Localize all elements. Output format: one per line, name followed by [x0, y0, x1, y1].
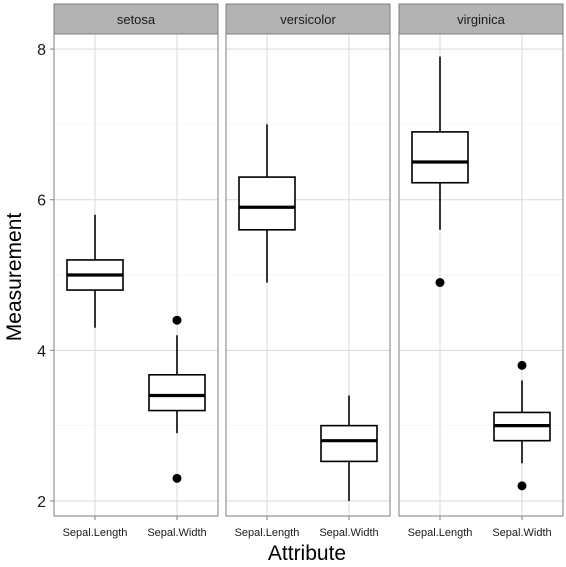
- box-virginica-sepal-width: [493, 360, 551, 491]
- facet-strip: [53, 3, 219, 35]
- x-tick-label: Sepal.Length: [63, 527, 128, 539]
- box-versicolor-sepal-width: [320, 395, 378, 501]
- y-tick-label: 8: [37, 42, 46, 59]
- y-tick-label: 2: [37, 494, 46, 511]
- outlier-point: [435, 278, 445, 288]
- box-iqr: [238, 176, 296, 231]
- x-tick-label: Sepal.Width: [147, 527, 206, 539]
- box-iqr: [411, 131, 469, 184]
- facet-virginica: virginica Sepal.Length Sepal.Width: [398, 3, 564, 539]
- box-virginica-sepal-length: [411, 56, 469, 288]
- y-tick-label: 6: [37, 193, 46, 210]
- box-setosa-sepal-length: [66, 214, 124, 328]
- x-tick-label: Sepal.Length: [408, 527, 473, 539]
- y-axis-title: Measurement: [3, 213, 26, 342]
- facet-versicolor: versicolor Sepal.Length Sepal.Width: [225, 3, 391, 539]
- facet-strip-label: versicolor: [280, 12, 336, 27]
- facet-strip-label: virginica: [457, 12, 505, 27]
- facet-panels: setosa Sepal.Length Sepal.Width versicolor S…: [53, 3, 564, 539]
- outlier-point: [517, 481, 527, 491]
- outlier-point: [172, 473, 182, 483]
- panel-border: [398, 33, 564, 517]
- panel-border: [225, 33, 391, 517]
- outlier-point: [517, 360, 527, 370]
- x-axis-title: Attribute: [268, 542, 346, 565]
- x-tick-label: Sepal.Length: [235, 527, 300, 539]
- box-versicolor-sepal-length: [238, 124, 296, 283]
- y-tick-label: 4: [37, 343, 46, 360]
- facet-strip-label: setosa: [117, 12, 156, 27]
- facet-strip: [398, 3, 564, 35]
- outlier-point: [172, 315, 182, 325]
- facet-setosa: setosa Sepal.Length Sepal.Width: [53, 3, 219, 539]
- x-tick-label: Sepal.Width: [492, 527, 551, 539]
- box-iqr: [148, 373, 206, 412]
- panel-border: [53, 33, 219, 517]
- y-axis: 2 4 6 8: [37, 42, 54, 511]
- x-tick-label: Sepal.Width: [319, 527, 378, 539]
- box-iqr: [320, 424, 378, 463]
- box-setosa-sepal-width: [148, 315, 206, 483]
